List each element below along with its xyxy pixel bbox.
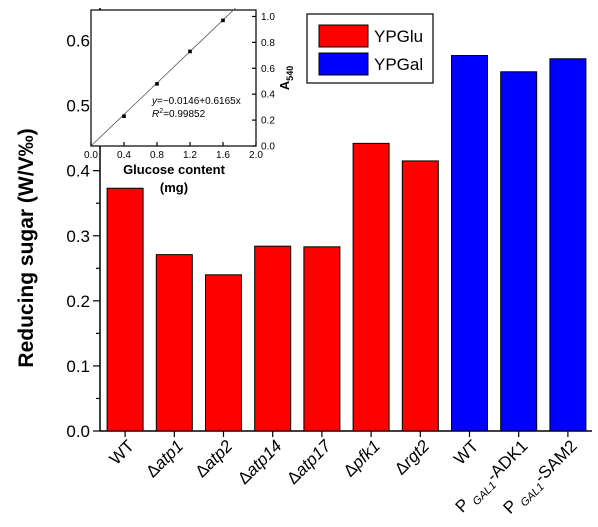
inset-point-3: [221, 18, 225, 23]
inset-x-tick-label: 0.8: [150, 150, 164, 161]
inset-equation: y=−0.0146+0.6165x: [151, 96, 241, 107]
bar-ypglu-3: [254, 245, 292, 432]
inset-point-2: [188, 49, 192, 54]
inset-frame: [90, 9, 257, 147]
inset-x-axis-label: Glucose content: [123, 162, 226, 177]
x-tick-label: Δatp17: [283, 436, 335, 488]
inset-x-tick-label: 2.0: [249, 150, 263, 161]
y-tick-label: 0.3: [66, 227, 90, 246]
y-tick-label: 0.4: [66, 162, 90, 181]
x-tick-label: Δatp2: [191, 436, 236, 481]
x-tick-label: Δatp14: [234, 436, 286, 488]
inset-x-tick-label: 1.6: [216, 150, 230, 161]
bar-ypgal-7: [451, 55, 488, 432]
bar-ypglu-0: [106, 187, 144, 432]
inset-y-tick-label: 0.4: [261, 90, 275, 101]
inset-fit-line: [90, 7, 236, 147]
legend-label-ypgal: YPGal: [374, 55, 423, 74]
y-tick-label: 0.0: [66, 422, 90, 441]
bar-ypgal-9: [549, 58, 587, 432]
legend-swatch-ypgal: [318, 52, 369, 76]
x-tick-label: Δrgt2: [391, 436, 434, 479]
inset-r-squared: R2=0.99852: [152, 108, 206, 120]
y-tick-label: 0.1: [66, 357, 90, 376]
bar-ypgal-8: [500, 71, 538, 432]
bar-ypglu-2: [205, 274, 242, 432]
legend-swatch-ypglu: [318, 24, 369, 48]
inset-y-tick-label: 0.0: [261, 142, 275, 153]
inset-x-tick-label: 0.0: [84, 150, 98, 161]
bar-ypglu-1: [155, 254, 193, 432]
x-tick-label: Δatp1: [142, 436, 187, 481]
y-tick-label: 0.2: [66, 292, 90, 311]
bar-ypglu-5: [352, 142, 390, 432]
inset-x-axis-label: (mg): [160, 180, 188, 195]
inset-x-tick-label: 0.4: [117, 150, 131, 161]
inset-y-tick-label: 0.8: [261, 38, 275, 49]
x-tick-label: Δpfk1: [340, 436, 384, 480]
x-tick-label: WT: [450, 436, 482, 468]
inset-y-tick-label: 1.0: [261, 12, 275, 23]
inset-point-0: [122, 114, 126, 119]
inset-y-axis-label: A540: [277, 66, 295, 90]
legend-label-ypglu: YPGlu: [374, 27, 423, 46]
legend: YPGlu YPGal: [306, 13, 434, 84]
x-tick-label: WT: [106, 436, 138, 468]
inset-y-tick-label: 0.2: [261, 116, 275, 127]
bar-ypglu-4: [303, 246, 341, 432]
main-bars: [106, 55, 587, 437]
inset-calibration-chart: 0.0 0.4 0.8 1.2 1.6 2.00.00.20.40.60.81.0y=−0…: [84, 7, 295, 195]
inset-y-tick-label: 0.6: [261, 64, 275, 75]
y-tick-label: 0.6: [66, 32, 90, 51]
y-tick-label: 0.5: [66, 97, 90, 116]
inset-x-tick-label: 1.2: [183, 150, 197, 161]
bar-ypglu-6: [401, 160, 439, 432]
inset-point-1: [155, 82, 159, 86]
y-axis-label: Reducing sugar (W/V‰): [15, 128, 38, 367]
